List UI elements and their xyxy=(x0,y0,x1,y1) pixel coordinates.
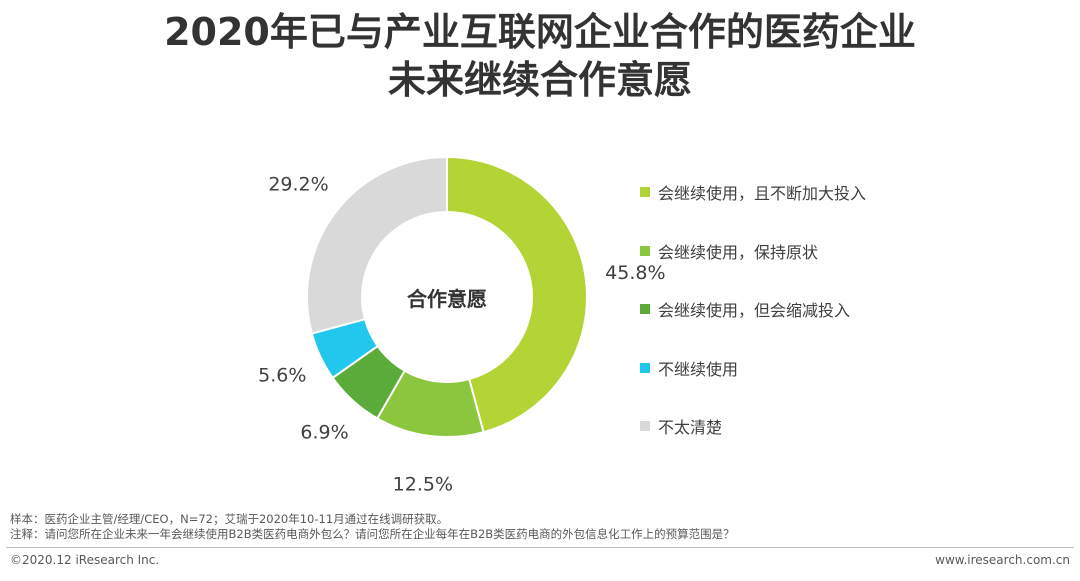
legend-label-5: 不太清楚 xyxy=(658,418,723,437)
legend-item-4: 不继续使用 xyxy=(640,356,738,380)
annotation-note: 注释：请问您所在企业未来一年会继续使用B2B类医药电商外包么？请问您所在企业每年… xyxy=(10,527,735,541)
page-title: 2020年已与产业互联网企业合作的医药企业 未来继续合作意愿 xyxy=(0,8,1080,104)
legend-swatch-3 xyxy=(640,304,650,314)
legend-swatch-2 xyxy=(640,245,650,256)
legend-item-5: 不太清楚 xyxy=(640,414,722,438)
donut-slice-5 xyxy=(306,155,448,335)
notes: 样本：医药企业主管/经理/CEO，N=72；艾瑞于2020年10-11月通过在线… xyxy=(10,512,735,542)
value-labels: 45.8% 12.5% 6.9% 5.6% 29.2% xyxy=(258,173,665,495)
legend-label-4: 不继续使用 xyxy=(658,359,739,379)
value-label-1: 45.8% xyxy=(605,262,665,284)
legend-swatch-5 xyxy=(640,421,650,431)
donut-center-label: 合作意愿 xyxy=(407,287,487,311)
copyright-text: ©2020.12 iResearch Inc. xyxy=(10,553,160,567)
donut-slices xyxy=(306,155,588,438)
value-label-3: 6.9% xyxy=(300,422,348,444)
sample-note: 样本：医药企业主管/经理/CEO，N=72；艾瑞于2020年10-11月通过在线… xyxy=(10,512,449,526)
website-text: www.iresearch.com.cn xyxy=(935,553,1070,567)
legend-item-1: 会继续使用，且不断加大投入 xyxy=(640,180,866,204)
footer-divider xyxy=(6,547,1074,548)
legend-label-3: 会继续使用，但会缩减投入 xyxy=(658,301,851,320)
legend-item-3: 会继续使用，但会缩减投入 xyxy=(640,297,850,321)
value-label-5: 29.2% xyxy=(268,173,328,195)
value-label-2: 12.5% xyxy=(393,473,453,495)
title-line-2: 未来继续合作意愿 xyxy=(387,58,692,102)
legend-label-2: 会继续使用，保持原状 xyxy=(658,242,819,262)
donut-chart: 45.8% 12.5% 6.9% 5.6% 29.2% 合作意愿 xyxy=(258,155,666,495)
legend-swatch-4 xyxy=(640,362,650,373)
legend-swatch-1 xyxy=(640,187,650,197)
value-label-4: 5.6% xyxy=(258,364,306,386)
donut-slice-1 xyxy=(446,155,588,434)
legend-item-2: 会继续使用，保持原状 xyxy=(640,239,818,263)
title-line-1: 2020年已与产业互联网企业合作的医药企业 xyxy=(164,10,916,54)
legend-label-1: 会继续使用，且不断加大投入 xyxy=(658,184,867,203)
